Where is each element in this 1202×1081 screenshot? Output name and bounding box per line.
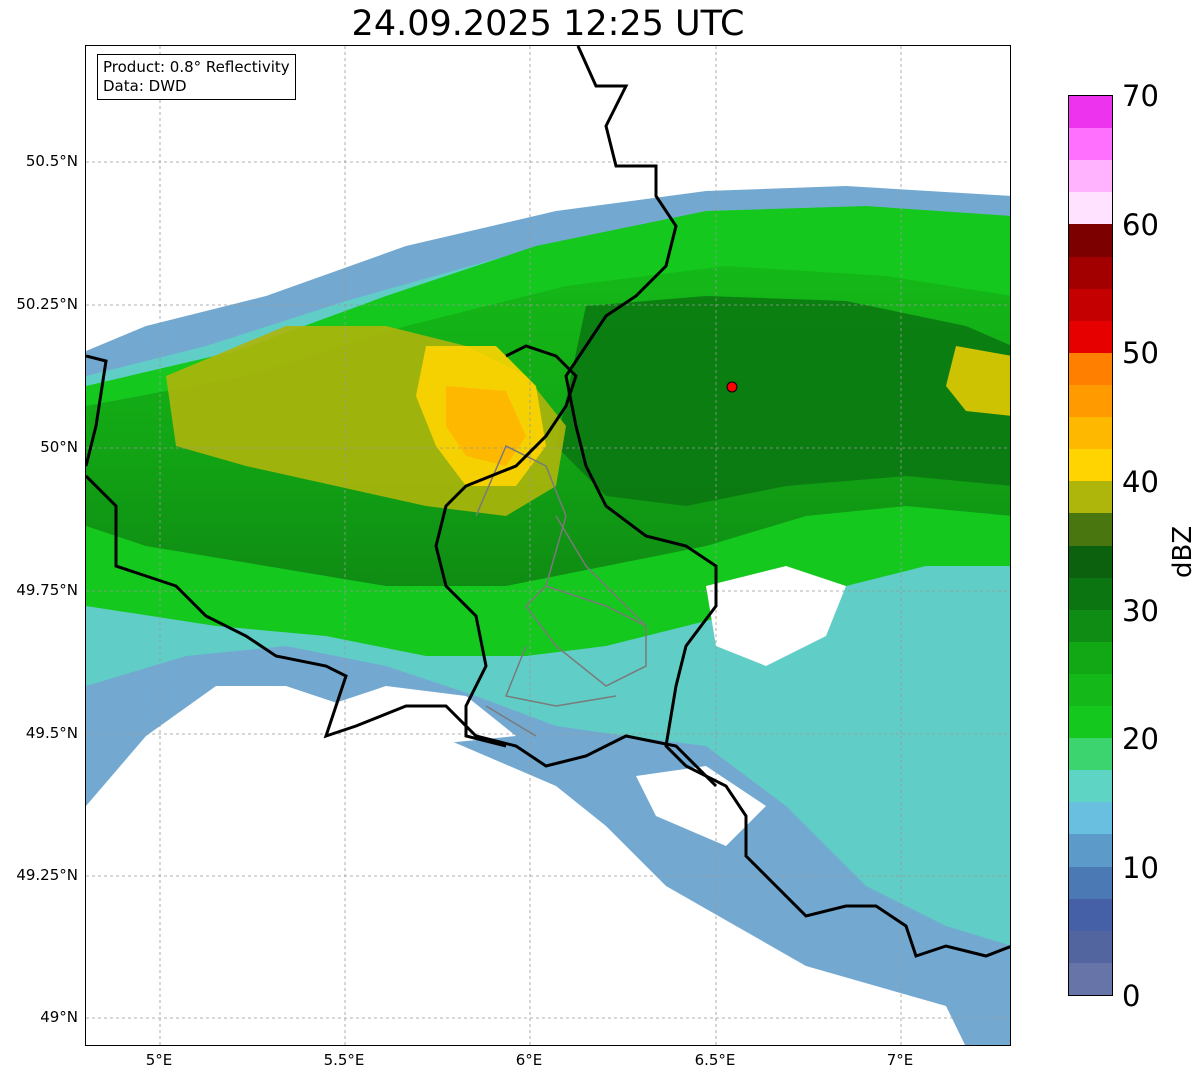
clear-gap bbox=[636, 766, 766, 846]
colorbar-segment bbox=[1069, 545, 1112, 578]
colorbar-label: 70 bbox=[1122, 79, 1159, 113]
colorbar-segment bbox=[1069, 127, 1112, 161]
radar-site-marker bbox=[726, 381, 738, 393]
border bbox=[434, 344, 578, 748]
colorbar-segment bbox=[1069, 801, 1112, 835]
colorbar-label: 60 bbox=[1122, 208, 1159, 242]
echo-dark bbox=[556, 296, 1010, 506]
colorbar-unit: dBZ bbox=[1168, 525, 1198, 578]
colorbar-segment bbox=[1069, 352, 1112, 385]
colorbar-segment bbox=[1069, 705, 1112, 739]
colorbar-segment bbox=[1069, 673, 1112, 707]
lat-label: 49°N bbox=[40, 1008, 78, 1026]
lat-label: 50.25°N bbox=[16, 295, 78, 313]
lon-label: 6°E bbox=[515, 1051, 543, 1069]
colorbar-segment bbox=[1069, 577, 1112, 610]
lon-label: 5°E bbox=[145, 1051, 173, 1069]
colorbar-segment bbox=[1069, 159, 1112, 193]
lon-label: 5.5°E bbox=[323, 1051, 365, 1069]
border bbox=[86, 354, 718, 788]
colorbar-segment bbox=[1069, 223, 1112, 257]
colorbar-segment bbox=[1069, 898, 1112, 931]
colorbar-label: 30 bbox=[1122, 594, 1159, 628]
colorbar-segment bbox=[1069, 769, 1112, 803]
colorbar-label: 10 bbox=[1122, 851, 1159, 885]
colorbar-segment bbox=[1069, 930, 1112, 963]
colorbar-label: 0 bbox=[1122, 979, 1141, 1013]
lat-label: 50°N bbox=[40, 438, 78, 456]
colorbar-segment bbox=[1069, 191, 1112, 225]
radar-map[interactable] bbox=[85, 45, 1011, 1046]
colorbar-label: 20 bbox=[1122, 722, 1159, 756]
colorbar-label: 40 bbox=[1122, 465, 1159, 499]
lat-label: 49.75°N bbox=[16, 581, 78, 599]
radar-map-canvas bbox=[86, 46, 1010, 1045]
colorbar-segment bbox=[1069, 609, 1112, 642]
lon-label: 7°E bbox=[886, 1051, 914, 1069]
lat-label: 49.25°N bbox=[16, 866, 78, 884]
colorbar-segment bbox=[1069, 288, 1112, 321]
graticule bbox=[86, 46, 1010, 1045]
colorbar-segment bbox=[1069, 320, 1112, 353]
map-title: 24.09.2025 12:25 UTC bbox=[351, 4, 745, 44]
colorbar-segment bbox=[1069, 480, 1112, 514]
clear-gap bbox=[86, 746, 226, 1045]
region-boundary bbox=[475, 444, 647, 737]
colorbar bbox=[1068, 95, 1113, 996]
border bbox=[564, 46, 1010, 958]
colorbar-segment bbox=[1069, 641, 1112, 674]
info-source: Data: DWD bbox=[103, 77, 187, 95]
info-product: Product: 0.8° Reflectivity bbox=[103, 58, 290, 76]
colorbar-segment bbox=[1069, 448, 1112, 482]
colorbar-segment bbox=[1069, 866, 1112, 899]
echo-gold-east bbox=[946, 346, 1010, 416]
lat-label: 49.5°N bbox=[25, 724, 78, 742]
colorbar-segment bbox=[1069, 962, 1112, 995]
colorbar-segment bbox=[1069, 512, 1112, 546]
colorbar-label: 50 bbox=[1122, 336, 1159, 370]
info-box: Product: 0.8° Reflectivity Data: DWD bbox=[97, 54, 296, 100]
colorbar-segment bbox=[1069, 384, 1112, 418]
colorbar-segment bbox=[1069, 737, 1112, 771]
lon-label: 6.5°E bbox=[694, 1051, 736, 1069]
lat-label: 50.5°N bbox=[25, 152, 78, 170]
colorbar-segment bbox=[1069, 416, 1112, 450]
colorbar-segment bbox=[1069, 833, 1112, 867]
colorbar-segment bbox=[1069, 95, 1112, 129]
colorbar-segment bbox=[1069, 256, 1112, 289]
